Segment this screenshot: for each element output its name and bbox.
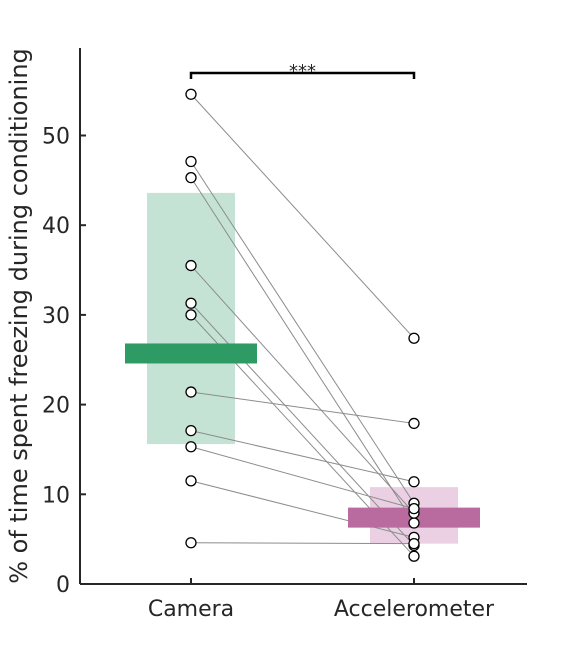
mean-bar-camera (125, 343, 257, 364)
pair-line-3 (190, 177, 415, 524)
point-camera-6 (185, 309, 197, 321)
x-ticks: Camera Accelerometer (148, 578, 495, 622)
point-accelerometer-3 (408, 517, 420, 529)
y-tick-label-30: 30 (42, 304, 70, 329)
point-accelerometer-1 (408, 332, 420, 344)
point-accelerometer-11 (408, 537, 420, 550)
point-camera-9 (185, 441, 197, 453)
pair-line-11 (190, 542, 415, 545)
pair-line-8 (190, 430, 415, 483)
pair-line-4 (190, 265, 415, 514)
point-camera-10 (185, 475, 197, 487)
point-accelerometer-7 (408, 417, 420, 430)
pair-line-2 (190, 161, 415, 504)
point-camera-1 (185, 88, 197, 100)
point-camera-4 (185, 259, 197, 272)
point-camera-3 (185, 172, 197, 184)
point-accelerometer-6 (408, 550, 420, 562)
y-tick-label-20: 20 (42, 394, 70, 419)
significance-bracket: *** (189, 61, 416, 82)
data-points (185, 88, 420, 562)
pair-line-1 (190, 93, 415, 339)
significance-bracket-line (189, 71, 416, 79)
y-tick-label-10: 10 (42, 483, 70, 508)
pair-line-9 (190, 446, 415, 510)
point-camera-2 (185, 155, 197, 168)
x-tick-label-camera: Camera (148, 597, 234, 622)
y-tick-label-0: 0 (56, 573, 70, 598)
y-axis-title: % of time spent freezing during conditio… (5, 48, 33, 584)
point-camera-5 (185, 297, 197, 309)
point-accelerometer-9 (408, 503, 420, 515)
y-ticks: 0 10 20 30 40 50 (42, 125, 86, 598)
summary-bands (147, 192, 458, 544)
significance-label: *** (289, 61, 316, 82)
point-accelerometer-8 (408, 476, 420, 488)
y-tick-label-40: 40 (42, 214, 70, 239)
x-tick-label-accelerometer: Accelerometer (334, 597, 495, 622)
y-tick-label-50: 50 (42, 125, 70, 150)
point-camera-7 (185, 386, 197, 398)
point-camera-11 (185, 537, 197, 549)
pair-line-7 (190, 391, 415, 424)
point-camera-8 (185, 424, 197, 437)
pair-line-10 (190, 480, 415, 538)
